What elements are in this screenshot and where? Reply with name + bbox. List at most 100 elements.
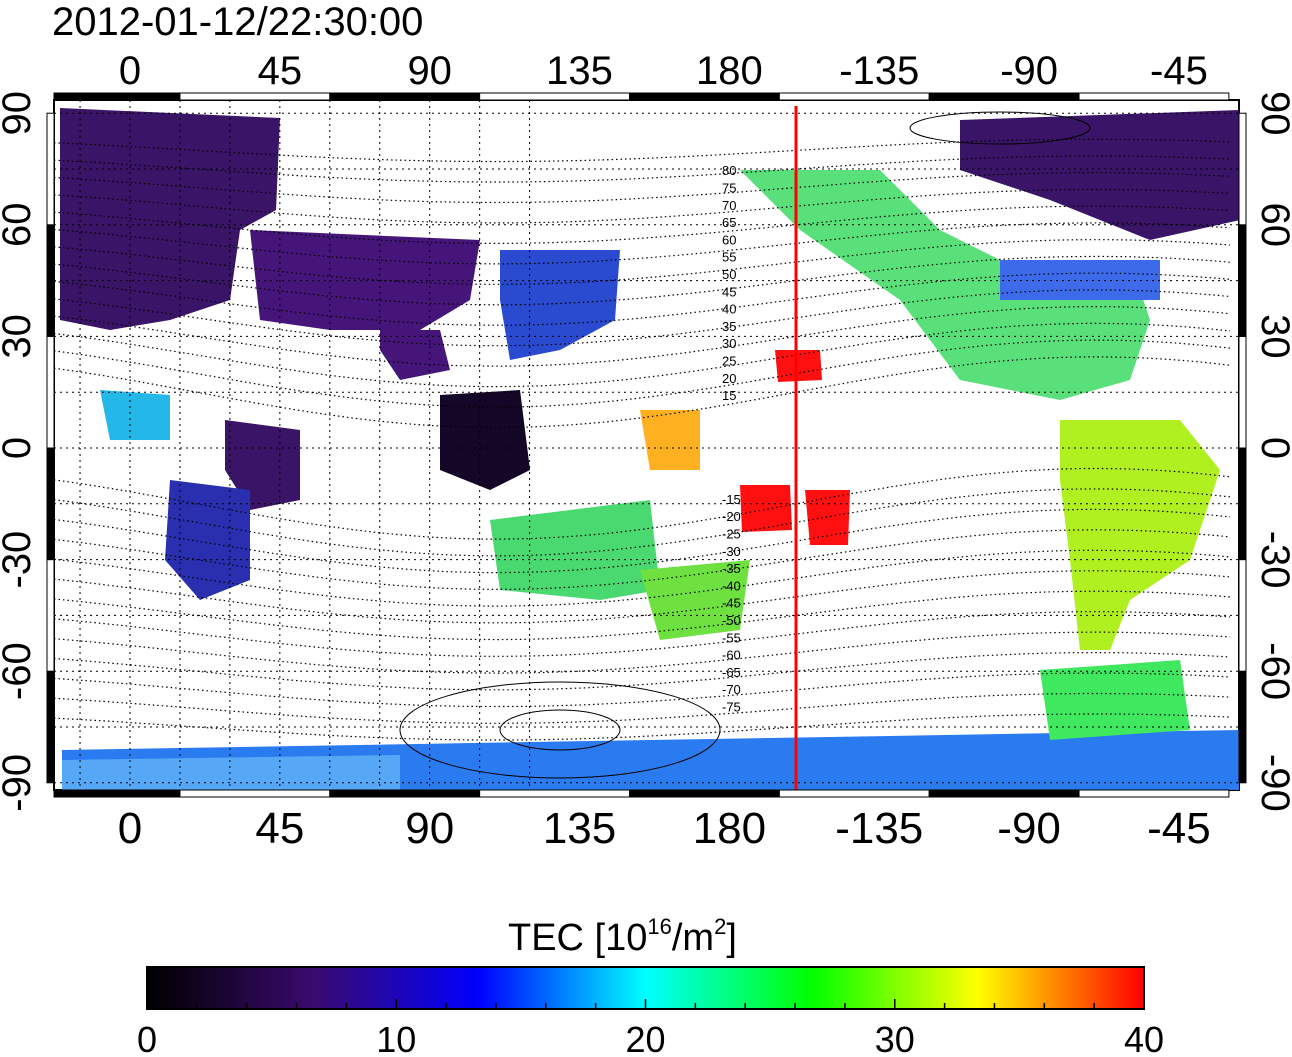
contour-label: -60: [722, 648, 741, 663]
contour-line: [54, 713, 1231, 741]
contour-line: [54, 590, 1231, 641]
contour-line: [54, 672, 1231, 708]
bottom-tickbar-segment: [479, 789, 630, 798]
top-longitude-label: -135: [839, 49, 919, 93]
colorbar-tick-labels: 0 10 20 30 40: [137, 1019, 1164, 1057]
right-latitude-labels: 90 60 30 0 -30 -60 -90: [1253, 91, 1292, 812]
left-latitude-label: -30: [0, 531, 39, 589]
contour-label: -20: [722, 509, 741, 524]
contour-label: -55: [722, 630, 741, 645]
bottom-longitude-label: -135: [835, 804, 923, 853]
contour-line: [54, 508, 1231, 574]
tec-patch-asia: [250, 230, 480, 330]
right-latitude-label: 60: [1253, 203, 1292, 248]
tec-patch-europe: [60, 108, 280, 330]
top-tickbar-segment: [778, 92, 930, 101]
contour-line: [54, 255, 1231, 306]
tec-patch-south-pacific-west: [740, 485, 792, 532]
left-tickbar-segment: [46, 670, 55, 784]
right-latitude-label: 30: [1253, 314, 1292, 359]
left-latitude-label: 90: [0, 91, 39, 136]
contour-line: [54, 172, 1231, 204]
top-tickbar-segment: [53, 92, 181, 101]
contour-line: [54, 529, 1231, 591]
bottom-longitude-label: -45: [1147, 804, 1211, 853]
right-tickbar-segment: [1238, 447, 1247, 561]
colorbar-tick-label: 30: [875, 1019, 915, 1057]
top-tickbar-segment: [1078, 92, 1230, 101]
tec-patch-south-america: [1060, 420, 1220, 650]
top-longitude-labels: 0 45 90 135 180 -135 -90 -45: [119, 49, 1208, 93]
bottom-tickbar-segment: [629, 789, 780, 798]
contour-label: 70: [722, 198, 736, 213]
bottom-tickbar-segment: [179, 789, 331, 798]
contour-label: 40: [722, 302, 736, 317]
tec-patch-southeast-asia: [440, 390, 530, 490]
top-longitude-label: 45: [258, 49, 303, 93]
bottom-tickbar-segment: [329, 789, 481, 798]
top-longitude-label: -90: [1000, 49, 1058, 93]
tec-patch-hawaii: [775, 350, 822, 382]
contour-label: 75: [722, 181, 736, 196]
pole-contour: [399, 681, 721, 779]
left-latitude-label: -60: [0, 642, 39, 700]
left-latitude-label: 60: [0, 203, 39, 248]
contour-label: 55: [722, 250, 736, 265]
right-latitude-label: -90: [1253, 754, 1292, 812]
contour-label: 30: [722, 336, 736, 351]
contour-line: [54, 549, 1231, 607]
left-tickbar-segment: [46, 447, 55, 561]
colorbar-ticks: [146, 999, 1145, 1009]
contour-label: -15: [722, 492, 741, 507]
contour-line: [54, 188, 1231, 224]
contour-label: -30: [722, 544, 741, 559]
bottom-longitude-label: 180: [693, 804, 766, 853]
right-latitude-label: -30: [1253, 531, 1292, 589]
contour-line: [54, 467, 1231, 540]
left-tickbar-segment: [46, 224, 55, 337]
contour-label: -40: [722, 578, 741, 593]
tec-patch-south-africa: [165, 480, 250, 600]
contour-label: -75: [722, 700, 741, 715]
tec-data-layer: [60, 108, 1239, 790]
contour-label: 15: [722, 388, 736, 403]
contour-line: [54, 305, 1231, 367]
contour-label: 20: [722, 371, 736, 386]
left-latitude-label: 0: [0, 437, 39, 459]
contour-label: -35: [722, 561, 741, 576]
tec-patch-new-zealand: [640, 560, 750, 640]
tec-patch-south-pacific-east: [805, 490, 850, 545]
magnetic-latitude-contours: [54, 111, 1231, 779]
tec-patch-antarctica-west: [62, 755, 400, 790]
tec-patch-canada-east: [1000, 260, 1160, 300]
top-tickbar-segment: [928, 92, 1080, 101]
contour-label: -45: [722, 596, 741, 611]
bottom-tickbar-segment: [53, 789, 181, 798]
left-latitude-label: 30: [0, 314, 39, 359]
tec-patch-japan: [500, 250, 620, 360]
contour-line: [54, 339, 1231, 408]
contour-line: [54, 488, 1231, 557]
bottom-longitude-labels: 0 45 90 135 180 -135 -90 -45: [118, 804, 1211, 853]
top-longitude-label: 90: [407, 49, 452, 93]
right-latitude-label: -60: [1253, 642, 1292, 700]
contour-label: 60: [722, 232, 736, 247]
colorbar-title-main: TEC [10: [508, 917, 648, 959]
top-tickbar-segment: [479, 92, 630, 101]
contour-label: -70: [722, 682, 741, 697]
left-latitude-label: -90: [0, 754, 39, 812]
left-latitude-labels: 90 60 30 0 -30 -60 -90: [0, 91, 39, 812]
contour-line: [54, 570, 1231, 624]
colorbar-title: TEC [1016/m2]: [508, 906, 737, 959]
contour-line: [54, 322, 1231, 388]
colorbar-title-end: ]: [726, 917, 737, 959]
top-longitude-label: 0: [119, 49, 141, 93]
right-latitude-label: 0: [1253, 437, 1292, 459]
contour-line: [54, 692, 1231, 724]
contour-label: -65: [722, 665, 741, 680]
tec-patch-australia: [490, 500, 660, 600]
colorbar-title-unit: /m: [671, 917, 715, 959]
bottom-longitude-label: 45: [255, 804, 304, 853]
top-longitude-label: 135: [546, 49, 613, 93]
